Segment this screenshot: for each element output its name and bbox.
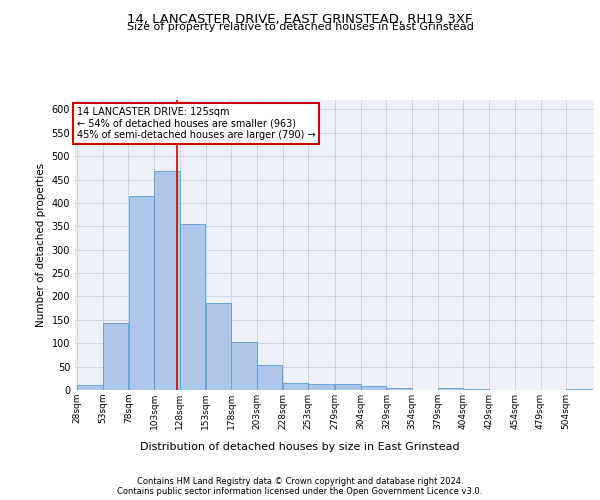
Bar [128,196,154,390]
Bar [386,388,412,390]
Text: Contains HM Land Registry data © Crown copyright and database right 2024.: Contains HM Land Registry data © Crown c… [137,478,463,486]
Bar [257,365,283,390]
Text: Size of property relative to detached houses in East Grinstead: Size of property relative to detached ho… [127,22,473,32]
Text: 14 LANCASTER DRIVE: 125sqm
← 54% of detached houses are smaller (963)
45% of sem: 14 LANCASTER DRIVE: 125sqm ← 54% of deta… [77,108,315,140]
Text: Distribution of detached houses by size in East Grinstead: Distribution of detached houses by size … [140,442,460,452]
Bar [232,342,257,390]
Bar [566,389,592,390]
Bar [335,384,361,390]
Bar [103,323,128,390]
Bar [464,389,489,390]
Bar [180,224,205,390]
Y-axis label: Number of detached properties: Number of detached properties [36,163,46,327]
Bar [77,386,103,390]
Text: 14, LANCASTER DRIVE, EAST GRINSTEAD, RH19 3XF: 14, LANCASTER DRIVE, EAST GRINSTEAD, RH1… [127,12,473,26]
Text: Contains public sector information licensed under the Open Government Licence v3: Contains public sector information licen… [118,488,482,496]
Bar [438,388,463,390]
Bar [361,386,386,390]
Bar [154,171,179,390]
Bar [283,382,308,390]
Bar [308,384,334,390]
Bar [206,304,231,390]
